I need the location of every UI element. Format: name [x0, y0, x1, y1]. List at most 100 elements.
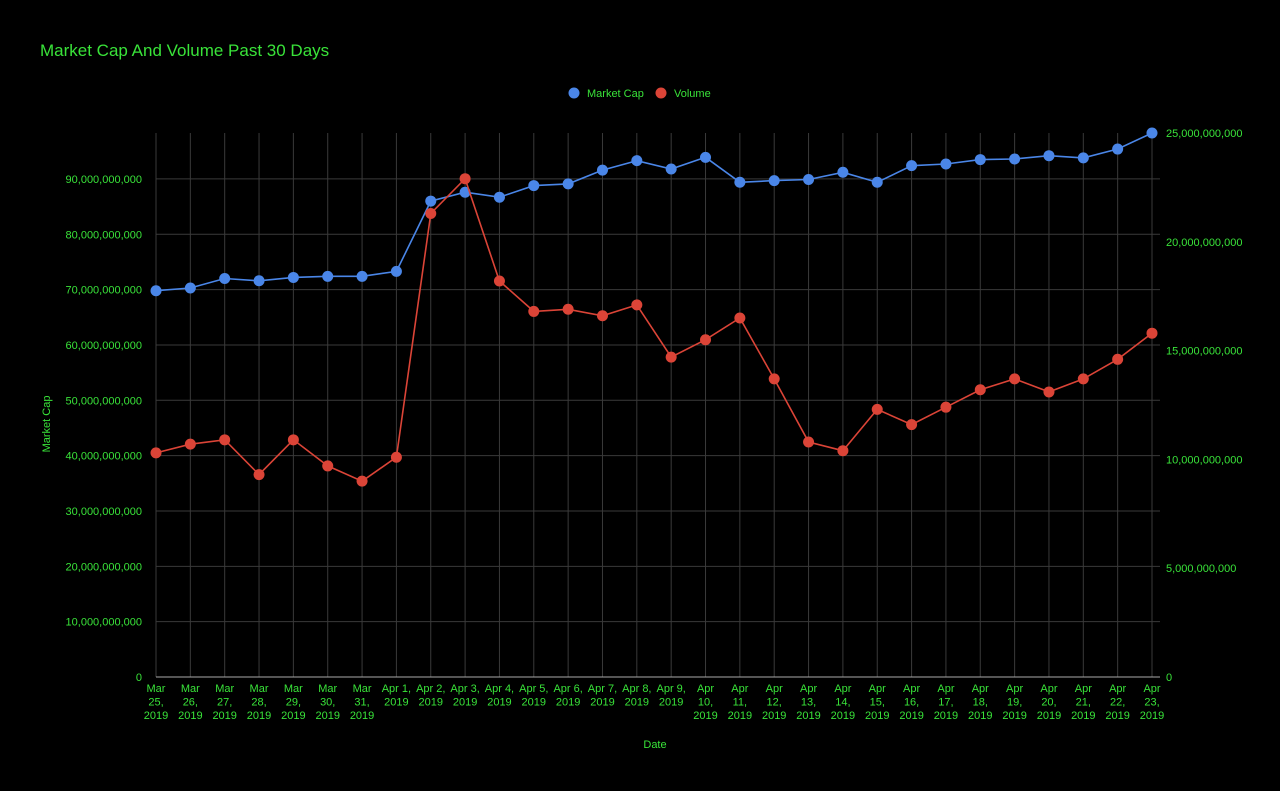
y-axis-left: 0 10,000,000,000 20,000,000,000 30,000,000,…: [66, 174, 142, 684]
data-point[interactable]: [459, 186, 471, 198]
y-tick-label: 40,000,000,000: [66, 451, 142, 463]
chart-title: Market Cap And Volume Past 30 Days: [40, 41, 329, 60]
data-point[interactable]: [219, 273, 231, 285]
x-tick-label: Apr 19, 2019: [1002, 683, 1026, 722]
legend-marker: [655, 87, 667, 99]
data-point[interactable]: [390, 451, 402, 463]
data-point[interactable]: [665, 163, 677, 175]
y-tick-label: 60,000,000,000: [66, 340, 142, 352]
data-point[interactable]: [871, 176, 883, 188]
data-point[interactable]: [1009, 373, 1021, 385]
data-point[interactable]: [1112, 353, 1124, 365]
data-point[interactable]: [803, 436, 815, 448]
data-point[interactable]: [665, 351, 677, 363]
data-point[interactable]: [596, 310, 608, 322]
data-point[interactable]: [493, 275, 505, 287]
data-point[interactable]: [425, 195, 437, 207]
data-point[interactable]: [562, 303, 574, 315]
data-point[interactable]: [356, 475, 368, 487]
data-point[interactable]: [768, 373, 780, 385]
data-point[interactable]: [734, 312, 746, 324]
x-tick-label: Apr 13, 2019: [796, 683, 820, 722]
data-point[interactable]: [837, 166, 849, 178]
grid: [155, 133, 1160, 678]
data-point[interactable]: [150, 285, 162, 297]
data-point[interactable]: [906, 160, 918, 172]
series-volume: [150, 173, 1158, 487]
data-point[interactable]: [528, 305, 540, 317]
x-tick-label: Apr 6, 2019: [553, 683, 582, 709]
data-point[interactable]: [493, 191, 505, 203]
x-tick-label: Apr 23, 2019: [1140, 683, 1164, 722]
data-point[interactable]: [150, 447, 162, 459]
data-point[interactable]: [184, 282, 196, 294]
data-point[interactable]: [700, 334, 712, 346]
data-point[interactable]: [940, 401, 952, 413]
legend-item: Market Cap: [568, 87, 644, 100]
data-point[interactable]: [253, 275, 265, 287]
x-tick-label: Mar 30, 2019: [315, 683, 339, 722]
data-point[interactable]: [906, 419, 918, 431]
data-point[interactable]: [425, 208, 437, 220]
data-point[interactable]: [528, 180, 540, 192]
y2-tick-label: 5,000,000,000: [1166, 563, 1236, 575]
data-point[interactable]: [322, 270, 334, 282]
x-tick-label: Apr 9, 2019: [656, 683, 685, 709]
x-tick-label: Apr 2, 2019: [416, 683, 445, 709]
data-point[interactable]: [390, 265, 402, 277]
data-point[interactable]: [219, 434, 231, 446]
x-tick-label: Apr 15, 2019: [865, 683, 889, 722]
y2-tick-label: 20,000,000,000: [1166, 237, 1242, 249]
data-point[interactable]: [1112, 143, 1124, 155]
data-point[interactable]: [1043, 386, 1055, 398]
data-point[interactable]: [287, 271, 299, 283]
x-tick-label: Mar 25, 2019: [144, 683, 168, 722]
data-point[interactable]: [596, 164, 608, 176]
x-tick-label: Mar 31, 2019: [350, 683, 374, 722]
data-point[interactable]: [184, 438, 196, 450]
data-point[interactable]: [253, 469, 265, 481]
x-tick-label: Apr 14, 2019: [831, 683, 855, 722]
data-point[interactable]: [734, 176, 746, 188]
x-tick-label: Apr 12, 2019: [762, 683, 786, 722]
y-tick-label: 0: [136, 672, 142, 684]
data-point[interactable]: [974, 384, 986, 396]
data-point[interactable]: [1043, 150, 1055, 162]
legend: Market Cap Volume: [568, 87, 711, 100]
data-point[interactable]: [459, 173, 471, 185]
y-tick-label: 80,000,000,000: [66, 229, 142, 241]
data-point[interactable]: [803, 173, 815, 185]
data-point[interactable]: [1009, 153, 1021, 165]
data-point[interactable]: [974, 154, 986, 166]
data-point[interactable]: [700, 151, 712, 163]
data-point[interactable]: [837, 445, 849, 457]
data-point[interactable]: [287, 434, 299, 446]
y2-tick-label: 10,000,000,000: [1166, 454, 1242, 466]
data-point[interactable]: [631, 155, 643, 167]
x-tick-label: Apr 21, 2019: [1071, 683, 1095, 722]
legend-item: Volume: [655, 87, 711, 100]
data-point[interactable]: [562, 178, 574, 190]
data-point[interactable]: [322, 460, 334, 472]
x-tick-label: Apr 5, 2019: [519, 683, 548, 709]
data-point[interactable]: [1077, 373, 1089, 385]
data-point[interactable]: [940, 158, 952, 170]
y-tick-label: 70,000,000,000: [66, 285, 142, 297]
y-axis-label: Market Cap: [41, 396, 53, 453]
series-line: [155, 132, 1153, 292]
x-tick-label: Apr 11, 2019: [728, 683, 752, 722]
data-point[interactable]: [1146, 127, 1158, 139]
x-tick-label: Apr 16, 2019: [899, 683, 923, 722]
x-tick-label: Mar 26, 2019: [178, 683, 202, 722]
series-market-cap: [150, 127, 1158, 297]
data-point[interactable]: [1077, 152, 1089, 164]
data-point[interactable]: [871, 403, 883, 415]
data-point[interactable]: [631, 299, 643, 311]
x-tick-label: Apr 18, 2019: [968, 683, 992, 722]
data-point[interactable]: [768, 175, 780, 187]
x-axis-label: Date: [643, 739, 666, 751]
x-tick-label: Apr 10, 2019: [693, 683, 717, 722]
data-point[interactable]: [356, 270, 368, 282]
data-point[interactable]: [1146, 327, 1158, 339]
